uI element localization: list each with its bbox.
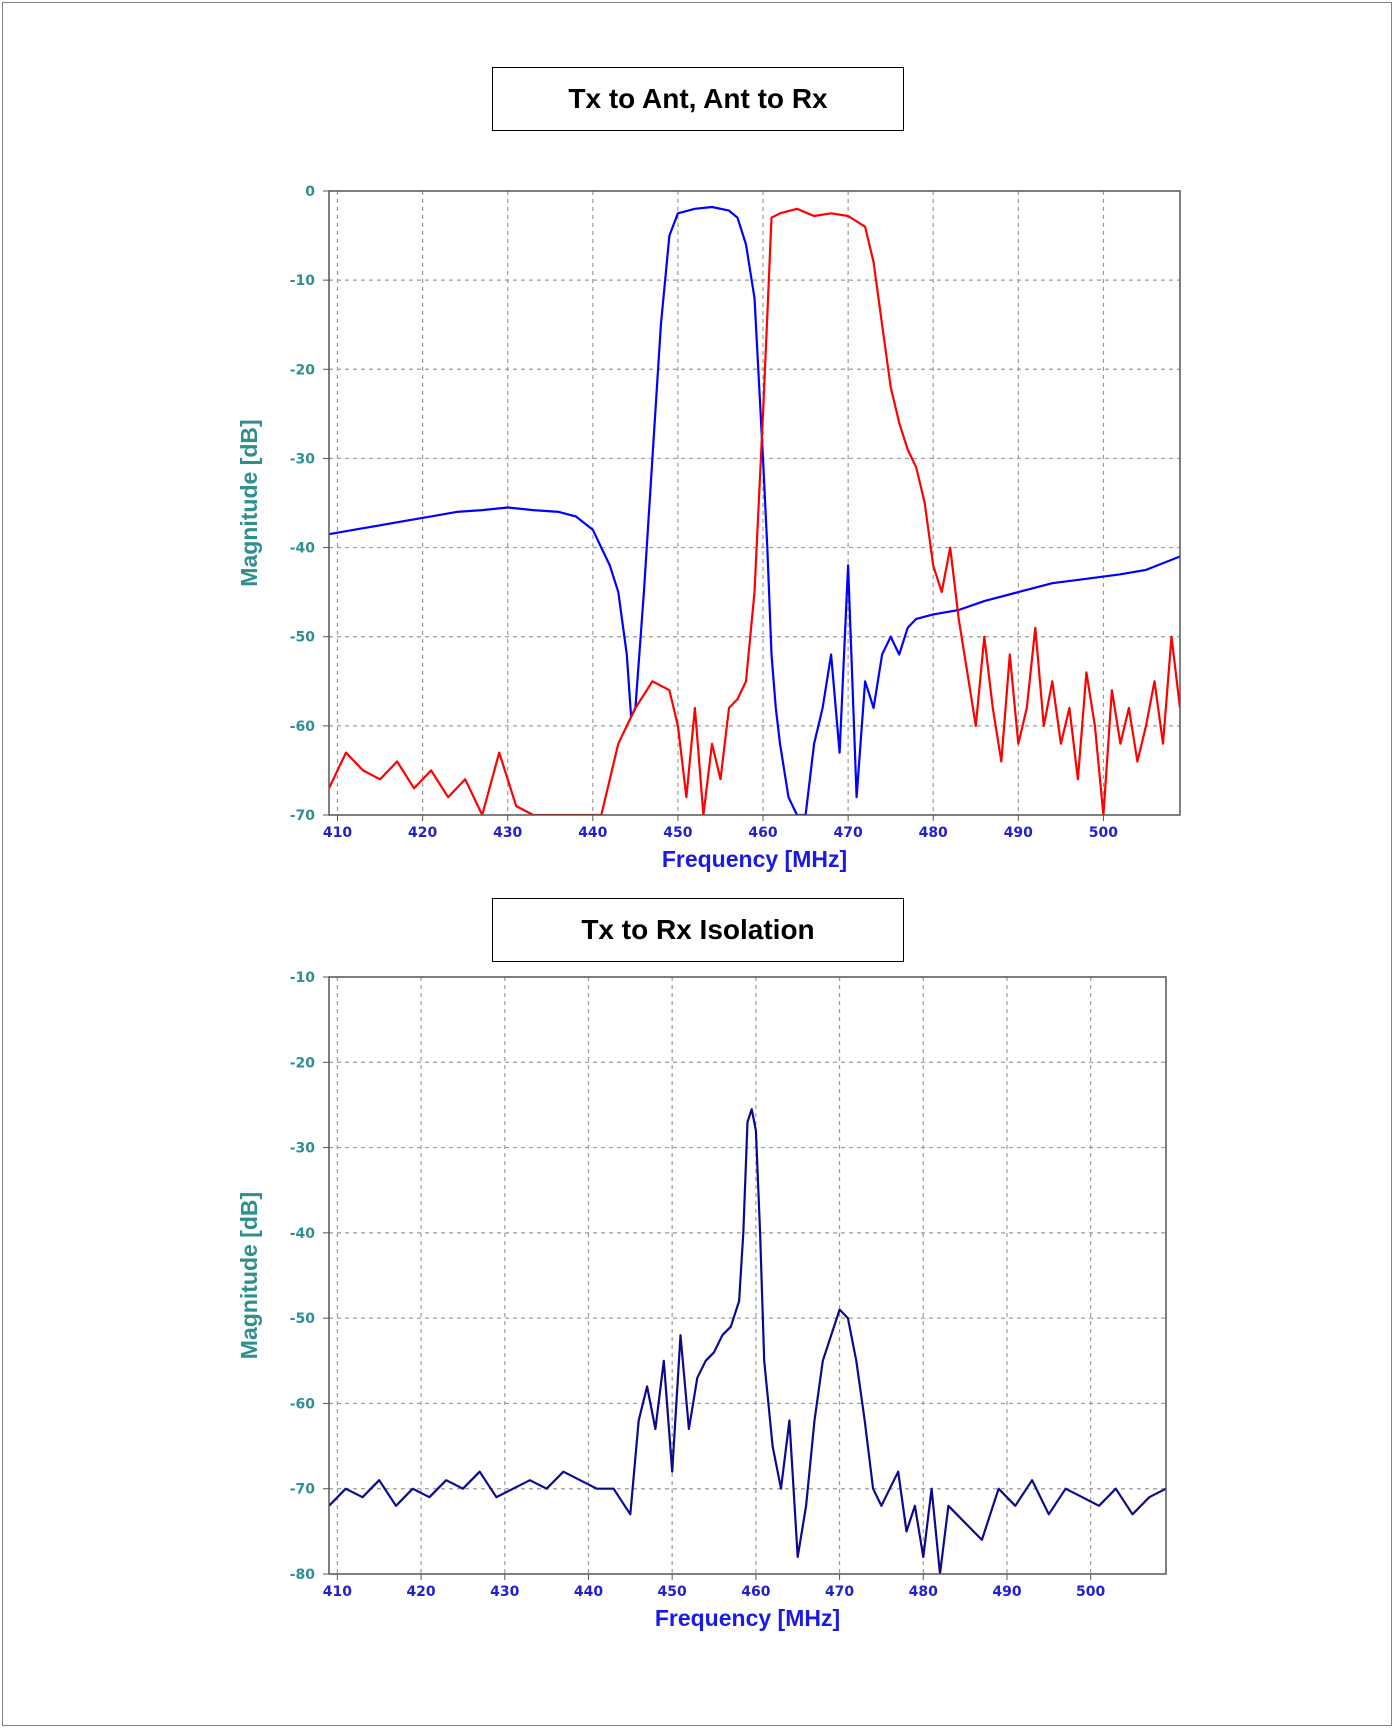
y-axis-label: Magnitude [dB] [236, 419, 262, 586]
x-tick-label: 440 [574, 1584, 603, 1600]
y-tick-label: 0 [305, 184, 315, 200]
x-tick-label: 470 [825, 1584, 854, 1600]
x-tick-label: 470 [833, 825, 862, 841]
plot-frame [328, 976, 1167, 1575]
x-tick-label: 420 [406, 1584, 435, 1600]
y-tick-label: -20 [290, 362, 316, 378]
y-tick-label: -20 [290, 1055, 316, 1071]
series-line-0 [329, 205, 1180, 815]
y-tick-label: -30 [290, 451, 316, 467]
plot-frame [328, 190, 1181, 816]
chart-title-isolation: Tx to Rx Isolation [492, 898, 904, 962]
y-tick-label: -40 [290, 541, 316, 557]
y-tick-label: -60 [290, 1396, 316, 1412]
series-line-1 [329, 207, 1180, 815]
x-axis-label: Frequency [MHz] [662, 846, 847, 872]
x-tick-label: 410 [323, 1584, 352, 1600]
x-tick-label: 480 [909, 1584, 938, 1600]
series-line-0 [329, 1108, 1166, 1574]
x-tick-label: 490 [1004, 825, 1033, 841]
y-tick-label: -30 [290, 1141, 316, 1157]
y-tick-label: -80 [290, 1567, 316, 1583]
y-tick-label: -40 [290, 1226, 316, 1242]
y-tick-label: -10 [290, 273, 316, 289]
y-tick-label: -10 [290, 970, 316, 986]
plot-area [329, 977, 1166, 1574]
x-tick-label: 410 [323, 825, 352, 841]
x-tick-label: 460 [741, 1584, 770, 1600]
y-axis-label: Magnitude [dB] [236, 1192, 262, 1359]
y-tick-label: -70 [290, 808, 316, 824]
y-tick-label: -60 [290, 719, 316, 735]
x-tick-label: 430 [490, 1584, 519, 1600]
x-tick-label: 450 [663, 825, 692, 841]
x-tick-label: 440 [578, 825, 607, 841]
x-tick-label: 490 [992, 1584, 1021, 1600]
x-axis-label: Frequency [MHz] [655, 1605, 840, 1631]
y-tick-label: -50 [290, 1311, 316, 1327]
y-tick-label: -70 [290, 1482, 316, 1498]
x-tick-label: 500 [1076, 1584, 1105, 1600]
x-tick-label: 450 [658, 1584, 687, 1600]
chart-tx-ant-rx: 0 -10 -20 -30 -40 -50 -60 -70 410 420 430 440 450 460… [236, 184, 1181, 872]
x-tick-label: 500 [1089, 825, 1118, 841]
x-tick-label: 420 [408, 825, 437, 841]
y-tick-label: -50 [290, 630, 316, 646]
x-tick-label: 430 [493, 825, 522, 841]
x-tick-label: 460 [748, 825, 777, 841]
x-tick-label: 480 [919, 825, 948, 841]
chart-title-tx-ant-rx: Tx to Ant, Ant to Rx [492, 67, 904, 131]
